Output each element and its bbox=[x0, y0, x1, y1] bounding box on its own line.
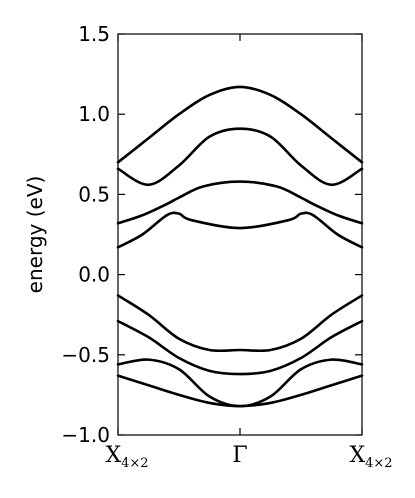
ytick-label: 1.5 bbox=[78, 22, 110, 46]
xtick-label: X4×2 bbox=[105, 443, 148, 471]
xtick-label: X4×2 bbox=[349, 443, 392, 471]
ytick-label: −1.0 bbox=[61, 423, 110, 447]
band-line-7 bbox=[116, 358, 364, 408]
ytick-label: 0.5 bbox=[78, 182, 110, 206]
band-line-2 bbox=[116, 127, 364, 187]
band-line-5 bbox=[116, 294, 364, 353]
band-line-4 bbox=[116, 211, 364, 249]
xtick-label: Γ bbox=[232, 443, 247, 468]
ytick-label: −0.5 bbox=[61, 343, 110, 367]
band-line-1 bbox=[116, 85, 364, 164]
y-axis-label: energy (eV) bbox=[23, 176, 47, 294]
band-line-6 bbox=[116, 319, 364, 376]
ytick-label: 0.0 bbox=[78, 263, 110, 287]
band-line-3 bbox=[116, 180, 364, 225]
band-line-8 bbox=[116, 374, 364, 408]
ytick-label: 1.0 bbox=[78, 102, 110, 126]
